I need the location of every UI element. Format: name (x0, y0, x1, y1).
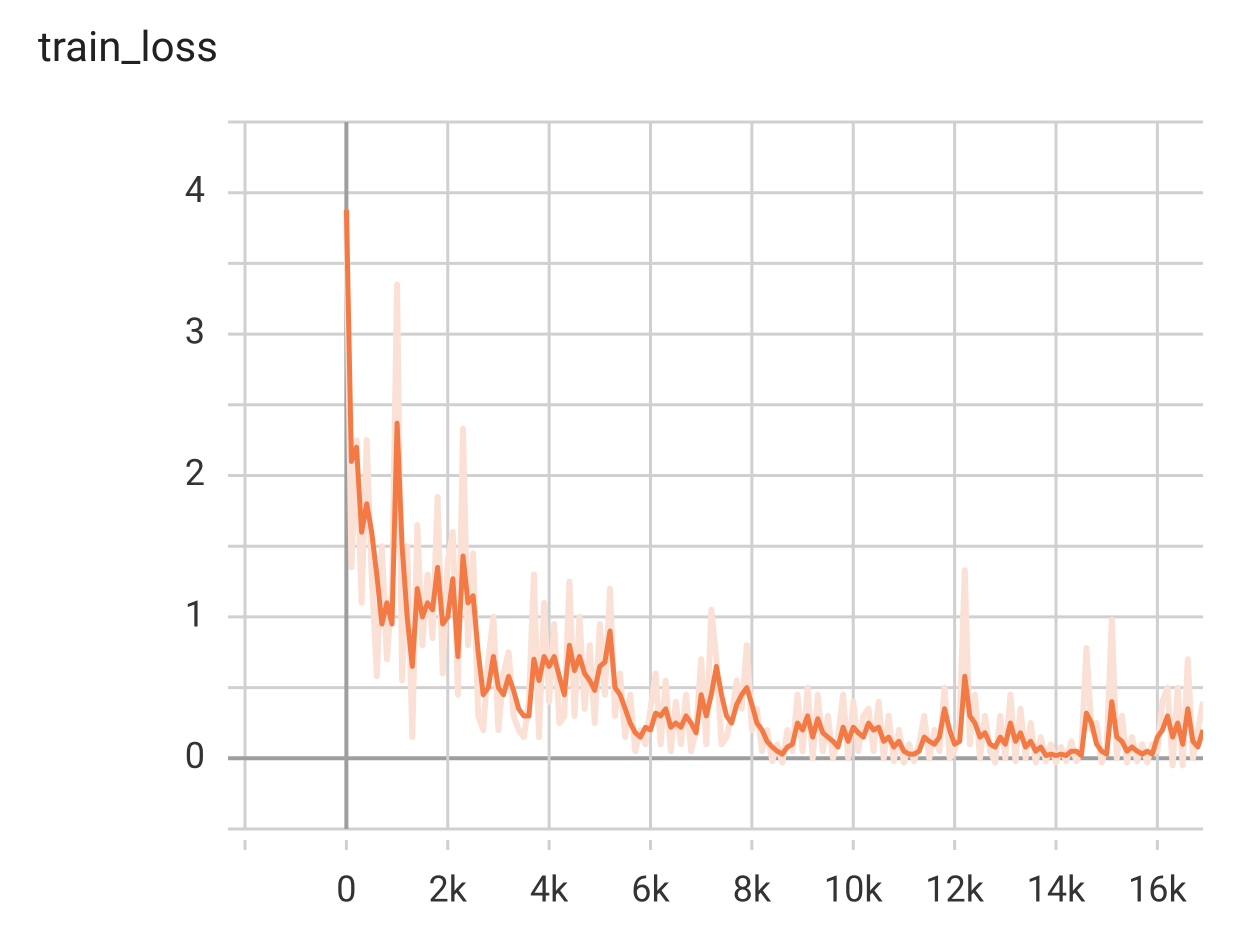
plot-area (343, 209, 1203, 769)
y-tick-label: 1 (185, 593, 205, 635)
x-tick-label: 14k (1027, 869, 1086, 911)
y-tick-label: 4 (185, 169, 205, 211)
chart-title: train_loss (38, 23, 218, 72)
x-tick-label: 6k (631, 869, 670, 911)
y-tick-label: 3 (185, 311, 205, 353)
x-tick-label: 12k (925, 869, 984, 911)
x-tick-label: 4k (530, 869, 569, 911)
series-line (343, 209, 1203, 769)
x-tick-label: 8k (733, 869, 772, 911)
y-tick-label: 2 (185, 452, 205, 494)
grid (228, 120, 1203, 850)
x-tick-label: 16k (1128, 869, 1187, 911)
x-tick-label: 10k (824, 869, 883, 911)
y-tick-label: 0 (185, 735, 205, 777)
x-tick-label: 2k (429, 869, 468, 911)
x-tick-label: 0 (336, 869, 356, 911)
series-line (343, 209, 1203, 758)
